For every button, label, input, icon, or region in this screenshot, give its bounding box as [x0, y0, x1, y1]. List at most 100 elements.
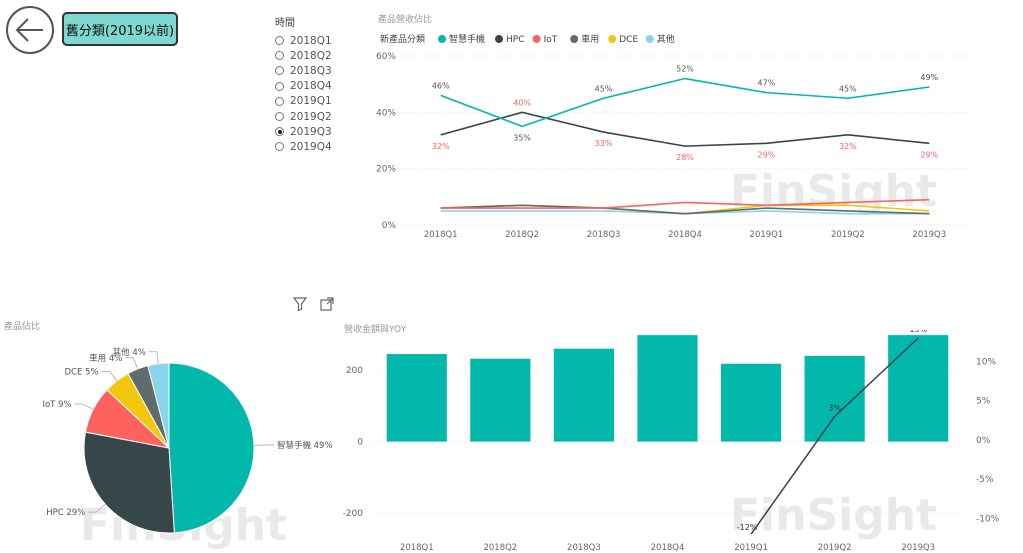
x-tick-label: 2019Q3: [912, 230, 946, 240]
combo-chart-title: 營收金額與YOY: [344, 325, 407, 335]
x-tick-label: 2018Q1: [400, 543, 434, 553]
radio-unchecked-icon[interactable]: [275, 51, 284, 61]
pie-leader-line: [88, 503, 106, 513]
legend-marker: [608, 35, 617, 43]
pie-chart: FinSight智慧手機 49%HPC 29%IoT 9%DCE 5%車用 4%…: [42, 347, 333, 551]
y-tick-label: 60%: [376, 52, 396, 62]
slicer-item-2018Q1[interactable]: 2018Q1: [275, 33, 365, 48]
x-tick-label: 2018Q4: [651, 543, 685, 553]
legend-entry: 其他: [657, 33, 675, 45]
data-label: 32%: [432, 142, 450, 151]
legend-marker: [570, 35, 579, 43]
series-line-車用: [440, 204, 930, 215]
pie-leader-line: [148, 351, 159, 364]
legend-entry: IoT: [544, 35, 558, 45]
radio-unchecked-icon[interactable]: [275, 36, 284, 46]
pie-slice-label: 智慧手機 49%: [277, 440, 333, 451]
x-tick-label: 2018Q2: [505, 230, 539, 240]
data-label: 45%: [839, 84, 857, 93]
yoy-data-label: 13%: [909, 330, 927, 334]
slicer-item-label: 2019Q1: [290, 95, 332, 108]
slicer-item-label: 2018Q3: [290, 64, 332, 77]
slicer-item-2019Q1[interactable]: 2019Q1: [275, 94, 365, 109]
y2-tick-label: -5%: [976, 475, 994, 485]
legend-entry: 車用: [581, 33, 599, 45]
radio-unchecked-icon[interactable]: [275, 81, 284, 91]
radio-unchecked-icon[interactable]: [275, 96, 284, 106]
watermark-text: FinSight: [730, 490, 937, 541]
legend-marker: [532, 35, 541, 43]
back-arrow-icon: [15, 18, 43, 42]
data-label: 52%: [676, 65, 694, 74]
slicer-item-label: 2018Q4: [290, 80, 332, 93]
yoy-line: [750, 337, 919, 535]
old-category-tab-button[interactable]: 舊分類(2019以前): [62, 12, 178, 46]
yoy-data-label: -12%: [737, 523, 758, 532]
slicer-item-label: 2019Q2: [290, 110, 332, 123]
x-tick-label: 2019Q1: [734, 543, 768, 553]
slicer-item-2018Q3[interactable]: 2018Q3: [275, 63, 365, 78]
bar-2018Q1: [386, 354, 447, 442]
radio-checked-icon[interactable]: [275, 127, 284, 137]
pie-leader-line: [74, 403, 94, 410]
x-tick-label: 2018Q1: [424, 230, 458, 240]
slicer-item-2018Q4[interactable]: 2018Q4: [275, 79, 365, 94]
y-tick-label: 0%: [382, 221, 397, 231]
legend-title: 新產品分類: [380, 33, 425, 45]
slicer-item-label: 2019Q3: [290, 125, 332, 138]
data-label: 29%: [920, 150, 938, 159]
slicer-item-2019Q3[interactable]: 2019Q3: [275, 124, 365, 139]
legend-marker: [438, 35, 446, 43]
y-tick-label: -200: [343, 509, 364, 519]
legend-entry: 智慧手機: [449, 33, 485, 45]
legend-entry: DCE: [619, 35, 638, 45]
y2-tick-label: 10%: [976, 358, 996, 368]
data-label: 28%: [676, 153, 694, 162]
filter-icon[interactable]: [292, 296, 308, 312]
radio-unchecked-icon[interactable]: [275, 142, 284, 152]
x-tick-label: 2019Q3: [901, 543, 935, 553]
bar-2019Q3: [888, 335, 949, 442]
pie-chart-title: 產品佔比: [4, 322, 41, 332]
pie-slice-label: IoT 9%: [42, 400, 71, 410]
series-line-HPC: [440, 111, 930, 147]
data-label: 47%: [758, 79, 776, 88]
legend-marker: [645, 35, 654, 43]
x-tick-label: 2018Q3: [567, 543, 601, 553]
x-tick-label: 2019Q2: [818, 543, 852, 553]
data-label: 33%: [595, 139, 613, 148]
pie-slice-label: 車用 4%: [89, 353, 122, 364]
slicer-item-2018Q2[interactable]: 2018Q2: [275, 48, 365, 63]
x-tick-label: 2019Q2: [831, 230, 865, 240]
x-tick-label: 2018Q4: [668, 230, 702, 240]
y-tick-label: 40%: [376, 108, 396, 118]
pie-slice-label: 其他 4%: [113, 347, 146, 358]
y2-tick-label: 5%: [976, 397, 991, 407]
time-slicer: 時間 2018Q1 2018Q2 2018Q3 2018Q4 2019Q1 2019Q2 2…: [275, 14, 365, 155]
x-tick-label: 2018Q3: [587, 230, 621, 240]
data-label: 32%: [839, 142, 857, 151]
slicer-item-2019Q4[interactable]: 2019Q4: [275, 139, 365, 154]
slicer-item-label: 2019Q4: [290, 140, 332, 153]
slicer-item-2019Q2[interactable]: 2019Q2: [275, 109, 365, 124]
radio-unchecked-icon[interactable]: [275, 112, 284, 122]
y-tick-label: 20%: [376, 165, 396, 175]
slicer-list: 2018Q1 2018Q2 2018Q3 2018Q4 2019Q1 2019Q2 2019…: [275, 33, 365, 155]
y-tick-label: 200: [346, 366, 363, 376]
slicer-title: 時間: [275, 18, 295, 29]
pie-leader-line: [125, 357, 139, 370]
y2-tick-label: -10%: [976, 514, 1000, 524]
pie-slice-HPC: [83, 431, 175, 534]
combo-chart: FinSight -200 0 200 -10% -5% 0% 5% 10% 2018Q1 2018…: [343, 330, 1000, 553]
focus-mode-icon[interactable]: [319, 296, 335, 312]
pie-slice-label: HPC 29%: [46, 508, 85, 518]
x-tick-label: 2018Q2: [483, 543, 517, 553]
bar-2018Q4: [637, 335, 698, 442]
back-button[interactable]: [6, 6, 54, 54]
bar-2019Q1: [720, 363, 782, 442]
pie-slice-label: DCE 5%: [65, 367, 99, 377]
data-label: 49%: [920, 73, 938, 82]
bar-2018Q3: [553, 348, 615, 442]
series-line-智慧手機: [440, 77, 930, 128]
radio-unchecked-icon[interactable]: [275, 66, 284, 76]
